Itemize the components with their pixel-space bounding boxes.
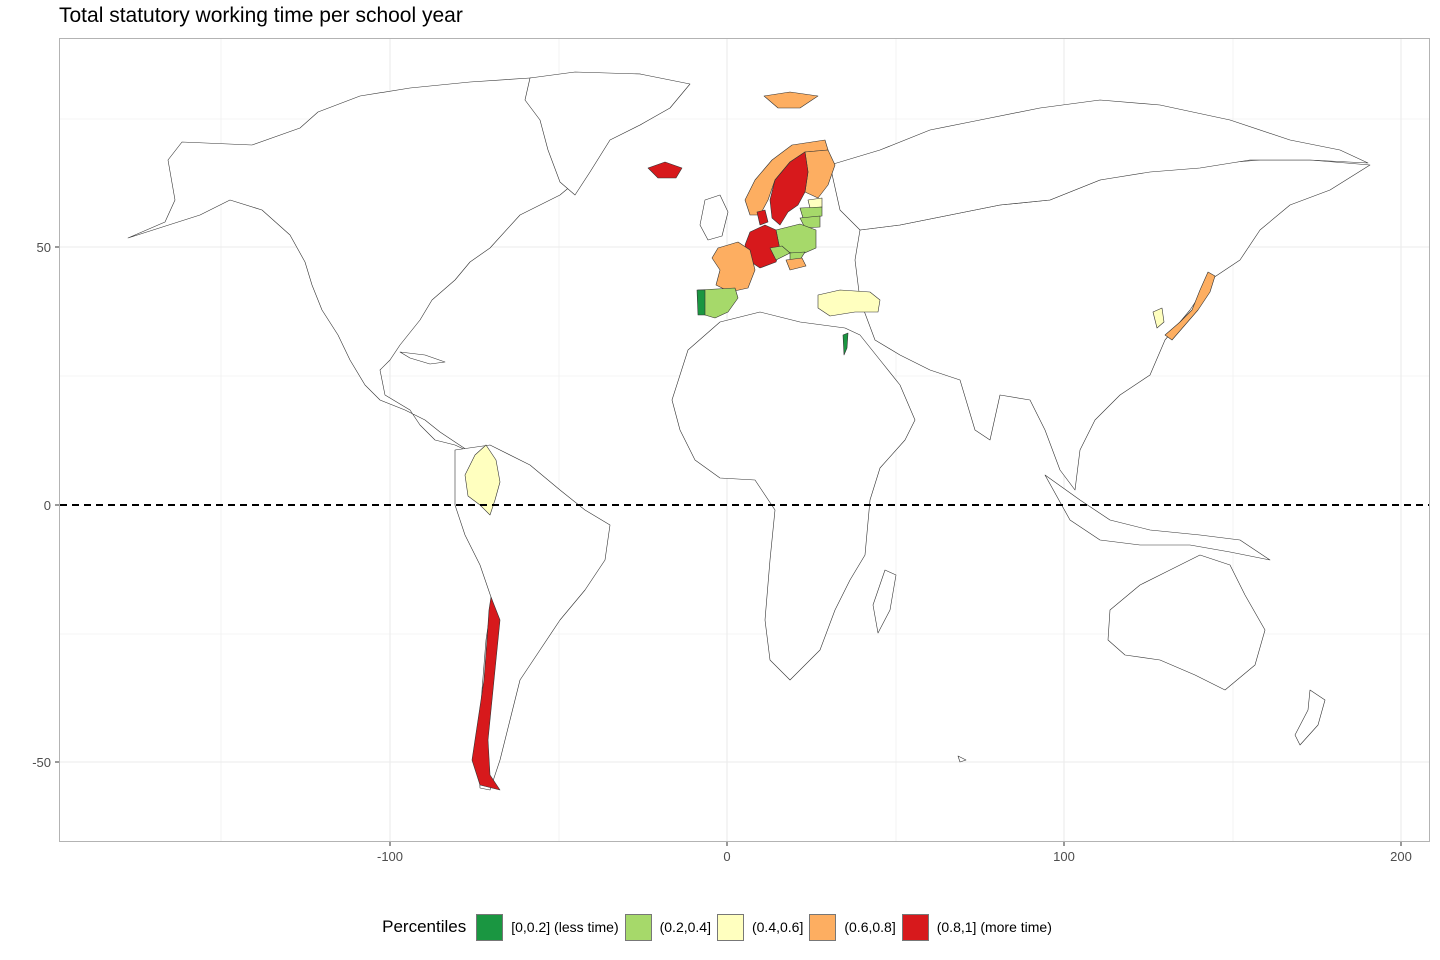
legend-swatch <box>476 913 504 941</box>
portugal-region <box>696 289 706 316</box>
svalbard-region <box>763 91 819 109</box>
x-tick-label: 100 <box>1053 849 1075 864</box>
legend-item: (0.2,0.4] <box>624 913 711 941</box>
legend-title: Percentiles <box>382 917 467 936</box>
chile-region <box>471 596 501 791</box>
estonia-region <box>807 197 823 209</box>
madagascar-landmass <box>872 569 897 634</box>
legend-item: (0.6,0.8] <box>809 913 896 941</box>
israel-region <box>842 332 849 356</box>
legend-label: (0.8,1] (more time) <box>936 919 1052 935</box>
chart-title: Total statutory working time per school … <box>59 4 463 27</box>
y-tick-label: 50 <box>37 240 51 255</box>
choropleth-regions <box>464 91 1216 791</box>
cuba-landmass <box>399 351 446 365</box>
antarctic-islands-landmass <box>957 755 967 763</box>
legend-item: (0.8,1] (more time) <box>901 913 1052 941</box>
x-tick-label: 200 <box>1390 849 1412 864</box>
legend-swatch <box>716 913 744 941</box>
south-korea-region <box>1152 307 1165 329</box>
russia-north-landmass <box>829 99 1369 231</box>
y-tick-label: 0 <box>44 498 51 513</box>
south-america-landmass <box>454 444 611 791</box>
latvia-region <box>799 206 823 219</box>
indonesia-landmass <box>1044 474 1271 561</box>
uk-ireland-landmass <box>699 194 729 241</box>
north-america-landmass <box>127 73 681 453</box>
legend: Percentiles [0,0.2] (less time) (0.2,0.4… <box>0 912 1440 942</box>
legend-label: (0.6,0.8] <box>844 919 896 935</box>
y-tick-label: -50 <box>32 755 51 770</box>
iceland-region <box>647 161 683 179</box>
x-tick-label: -100 <box>377 849 403 864</box>
hungary-region <box>785 257 807 271</box>
greenland-landmass <box>524 71 691 196</box>
land-masses <box>127 71 1371 791</box>
colombia-region <box>464 444 501 516</box>
axis-ticks <box>55 246 1402 846</box>
france-region <box>711 241 756 293</box>
legend-label: [0,0.2] (less time) <box>511 919 619 935</box>
x-tick-label: 0 <box>723 849 730 864</box>
sweden-region <box>769 151 809 226</box>
legend-label: (0.2,0.4] <box>659 919 711 935</box>
lithuania-region <box>799 215 821 229</box>
legend-swatch <box>624 913 652 941</box>
world-map-plot: -100 0 100 200 50 0 -50 <box>32 38 1430 864</box>
denmark-region <box>756 209 769 226</box>
turkey-region <box>817 289 881 317</box>
legend-swatch <box>809 913 837 941</box>
legend-item: [0,0.2] (less time) <box>476 913 619 941</box>
australia-landmass <box>1107 554 1266 691</box>
africa-eurasia-landmass <box>671 311 916 681</box>
new-zealand-landmass <box>1294 689 1326 746</box>
legend-item: (0.4,0.6] <box>716 913 804 941</box>
japan-region <box>1164 271 1216 341</box>
legend-swatch <box>901 913 929 941</box>
legend-label: (0.4,0.6] <box>751 919 804 935</box>
